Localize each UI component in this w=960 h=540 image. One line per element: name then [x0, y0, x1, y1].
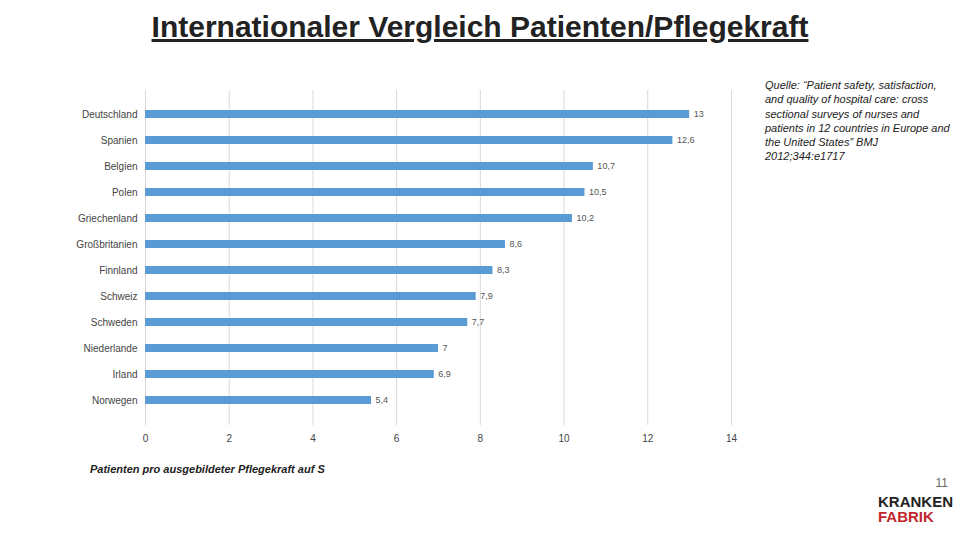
svg-text:10,2: 10,2: [576, 213, 594, 223]
svg-text:Irland: Irland: [112, 369, 137, 380]
svg-text:8,6: 8,6: [509, 239, 522, 249]
svg-text:14: 14: [726, 433, 738, 444]
svg-text:Finnland: Finnland: [99, 265, 137, 276]
svg-text:6: 6: [394, 433, 400, 444]
svg-text:7: 7: [443, 343, 448, 353]
svg-text:Großbritanien: Großbritanien: [76, 239, 137, 250]
svg-text:10: 10: [559, 433, 571, 444]
svg-text:13: 13: [694, 109, 704, 119]
svg-text:Norwegen: Norwegen: [92, 395, 138, 406]
svg-text:Griechenland: Griechenland: [78, 213, 137, 224]
svg-text:7,7: 7,7: [472, 317, 485, 327]
svg-text:Schweiz: Schweiz: [100, 291, 137, 302]
svg-text:10,7: 10,7: [597, 161, 615, 171]
svg-text:Deutschland: Deutschland: [82, 109, 138, 120]
svg-text:5,4: 5,4: [376, 395, 389, 405]
svg-text:10,5: 10,5: [589, 187, 607, 197]
html-text:KRANKEN: KRANKEN: [878, 493, 953, 510]
svg-text:8: 8: [478, 433, 484, 444]
html-text:Quelle: “Patient safety, satis: Quelle: “Patient safety, satisfaction, a…: [765, 79, 950, 163]
svg-text:2: 2: [226, 433, 232, 444]
svg-text:0: 0: [143, 433, 149, 444]
svg-text:12: 12: [642, 433, 654, 444]
html-text:Patienten pro ausgebildeter Pf: Patienten pro ausgebildeter Pflegekraft …: [90, 463, 325, 475]
svg-text:8,3: 8,3: [497, 265, 510, 275]
html-text:Internationaler Vergleich Pati: Internationaler Vergleich Patienten/Pfle…: [151, 10, 809, 43]
svg-text:12,6: 12,6: [677, 135, 695, 145]
svg-text:Polen: Polen: [112, 187, 138, 198]
svg-text:7,9: 7,9: [480, 291, 493, 301]
svg-text:Schweden: Schweden: [91, 317, 138, 328]
svg-text:Niederlande: Niederlande: [84, 343, 138, 354]
html-text:FABRIK: FABRIK: [878, 508, 934, 525]
svg-text:Spanien: Spanien: [101, 135, 138, 146]
html-text:11: 11: [935, 476, 948, 490]
svg-text:Belgien: Belgien: [104, 161, 137, 172]
svg-text:6,9: 6,9: [438, 369, 451, 379]
svg-text:4: 4: [310, 433, 316, 444]
